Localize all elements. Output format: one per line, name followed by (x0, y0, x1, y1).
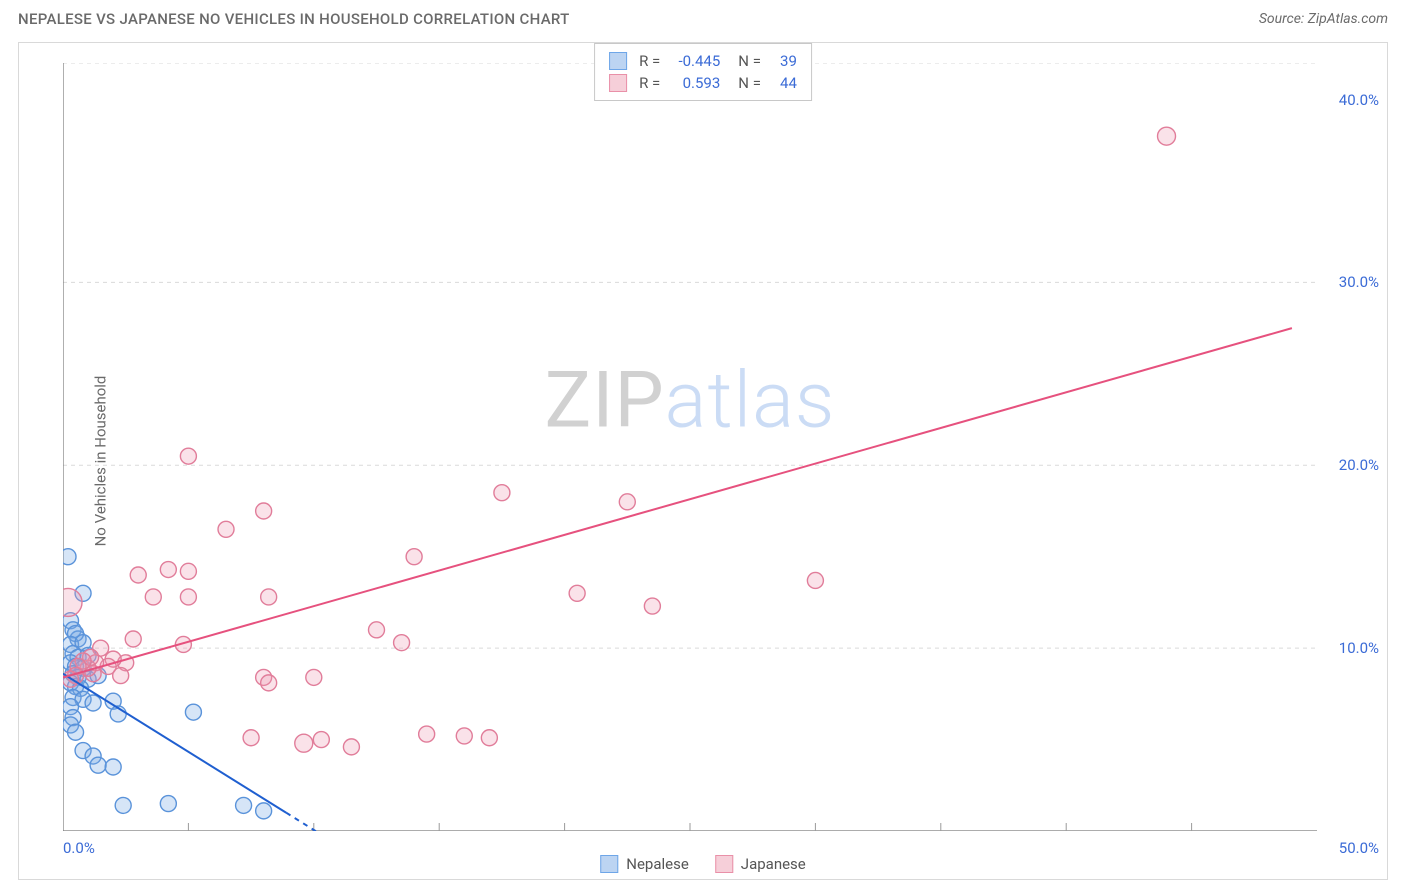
n-label: N = (738, 74, 761, 92)
r-value-nepalese: -0.445 (668, 52, 720, 70)
chart-title: NEPALESE VS JAPANESE NO VEHICLES IN HOUS… (18, 10, 570, 28)
stats-legend-box: R = -0.445 N = 39 R = 0.593 N = 44 (594, 43, 812, 101)
chart-container: No Vehicles in Household R = -0.445 N = … (18, 42, 1388, 880)
r-value-japanese: 0.593 (668, 74, 720, 92)
swatch-japanese (609, 74, 627, 92)
r-label: R = (639, 52, 660, 70)
swatch-nepalese (609, 52, 627, 70)
n-value-nepalese: 39 (769, 52, 797, 70)
legend-label-japanese: Japanese (741, 855, 806, 873)
legend-label-nepalese: Nepalese (626, 855, 689, 873)
y-tick-label: 30.0% (1339, 273, 1379, 291)
legend-item-japanese: Japanese (715, 855, 806, 873)
x-tick-label: 0.0% (63, 839, 95, 857)
bottom-legend: Nepalese Japanese (600, 855, 806, 873)
source-label: Source: ZipAtlas.com (1259, 11, 1388, 27)
r-label: R = (639, 74, 660, 92)
x-tick-label: 50.0% (1339, 839, 1379, 857)
stats-row-nepalese: R = -0.445 N = 39 (609, 50, 797, 72)
legend-swatch-japanese (715, 855, 733, 873)
legend-swatch-nepalese (600, 855, 618, 873)
n-label: N = (738, 52, 761, 70)
header: NEPALESE VS JAPANESE NO VEHICLES IN HOUS… (0, 0, 1406, 34)
y-tick-label: 10.0% (1339, 639, 1379, 657)
plot-area: ZIPatlas (63, 63, 1317, 831)
stats-row-japanese: R = 0.593 N = 44 (609, 72, 797, 94)
n-value-japanese: 44 (769, 74, 797, 92)
legend-item-nepalese: Nepalese (600, 855, 689, 873)
y-tick-label: 40.0% (1339, 91, 1379, 109)
scatter-svg (63, 63, 1317, 831)
y-tick-label: 20.0% (1339, 456, 1379, 474)
